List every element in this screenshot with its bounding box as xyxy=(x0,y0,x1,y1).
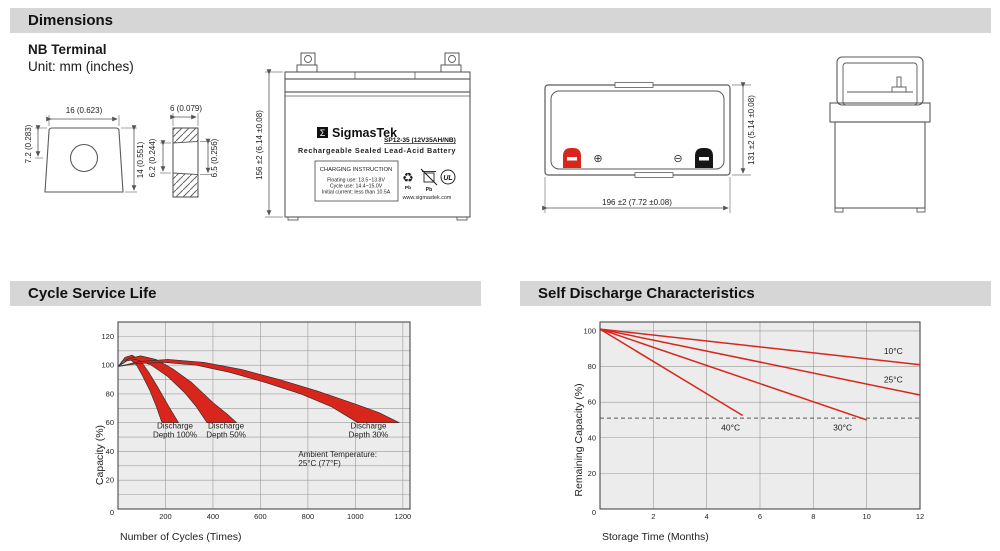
battery-side-view xyxy=(829,56,931,213)
dim-cross-slot-left: 6.2 (0.244) xyxy=(148,138,157,177)
section-header-cycle-life: Cycle Service Life xyxy=(10,281,481,306)
svg-text:4: 4 xyxy=(705,512,709,521)
svg-text:30°C: 30°C xyxy=(833,423,852,433)
battery-top-view: ⊕ ⊖ 196 ±2 (7.72 ±0.08) 131 ±2 (5.14 ±0.… xyxy=(542,82,756,213)
terminal-front-drawing: 16 (0.623) 7.2 (0.283) 14 (0.551) xyxy=(25,106,145,193)
self-discharge-chart-canvas: 10°C 25°C 30°C 40°C 2 4 6 8 10 12 20 40 60 80 100 0 Stor… xyxy=(573,321,924,543)
dim-terminal-height: 14 (0.551) xyxy=(136,141,145,178)
svg-text:8: 8 xyxy=(811,512,815,521)
svg-text:60: 60 xyxy=(588,398,596,407)
recycle-pb-label: Pb xyxy=(405,185,411,191)
svg-text:12: 12 xyxy=(916,512,924,521)
dim-cross-slot-right: 6.5 (0.256) xyxy=(210,138,219,177)
battery-label: Σ SigmasTek SP12-35 (12V35AH/NB) Recharg… xyxy=(298,126,456,202)
no-trash-bin-icon xyxy=(420,168,438,186)
battery-front-view: 156 ±2 (6.14 ±0.08) Σ SigmasTek SP12-35 … xyxy=(255,52,471,221)
website-url: www.sigmastek.com xyxy=(402,195,452,201)
dim-battery-length: 196 ±2 (7.72 ±0.08) xyxy=(602,198,672,207)
charging-line-2: Cycle use: 14.4~15.0V xyxy=(330,184,383,190)
terminal-cross-section-drawing: 6 (0.079) 6.2 (0.244) 6.5 (0.256) xyxy=(148,104,219,198)
svg-text:10°C: 10°C xyxy=(884,346,903,356)
svg-text:20: 20 xyxy=(106,476,114,485)
svg-text:80: 80 xyxy=(106,389,114,398)
svg-text:Depth 100%: Depth 100% xyxy=(153,430,197,439)
svg-text:Discharge: Discharge xyxy=(208,421,245,430)
dim-battery-height: 156 ±2 (6.14 ±0.08) xyxy=(255,110,264,180)
brand-logo-icon xyxy=(317,127,328,138)
svg-text:Depth 30%: Depth 30% xyxy=(349,430,389,439)
charging-title: CHARGING INSTRUCTION xyxy=(320,167,392,173)
svg-text:25°C: 25°C xyxy=(884,375,903,385)
svg-text:25°C (77°F): 25°C (77°F) xyxy=(298,459,341,468)
dim-terminal-upper-height: 7.2 (0.283) xyxy=(25,124,33,163)
terminal-type-heading: NB Terminal xyxy=(28,42,107,57)
svg-text:400: 400 xyxy=(207,512,220,521)
model-number: SP12-35 (12V35AH/NB) xyxy=(384,137,456,144)
battery-type-line: Rechargeable Sealed Lead-Acid Battery xyxy=(298,146,456,155)
svg-text:600: 600 xyxy=(254,512,267,521)
brand-logo-glyph: Σ xyxy=(320,128,326,138)
svg-text:60: 60 xyxy=(106,418,114,427)
svg-text:Number of Cycles (Times): Number of Cycles (Times) xyxy=(120,531,242,543)
self-discharge-chart: 10°C 25°C 30°C 40°C 2 4 6 8 10 12 20 40 60 80 100 0 Stor… xyxy=(520,310,1000,551)
cycle-life-chart: Discharge Depth 100% Discharge Depth 50% Dis… xyxy=(10,310,490,551)
svg-text:6: 6 xyxy=(758,512,762,521)
svg-text:800: 800 xyxy=(302,512,315,521)
svg-text:40: 40 xyxy=(106,447,114,456)
svg-text:40: 40 xyxy=(588,433,596,442)
section-header-self-discharge: Self Discharge Characteristics xyxy=(520,281,991,306)
unit-note: Unit: mm (inches) xyxy=(28,59,134,74)
svg-text:Storage Time (Months): Storage Time (Months) xyxy=(602,531,709,543)
svg-text:UL: UL xyxy=(443,175,452,182)
charging-instruction-box xyxy=(314,160,399,202)
svg-text:100: 100 xyxy=(583,326,596,335)
charging-line-1: Floating use: 13.5~13.8V xyxy=(327,178,385,184)
svg-text:2: 2 xyxy=(651,512,655,521)
brand-name: SigmasTek xyxy=(332,126,397,140)
svg-text:80: 80 xyxy=(588,362,596,371)
dim-battery-width: 131 ±2 (5.14 ±0.08) xyxy=(747,95,756,165)
ul-mark-icon: UL xyxy=(440,169,456,185)
svg-text:200: 200 xyxy=(159,512,172,521)
section-header-dimensions: Dimensions xyxy=(10,8,991,33)
svg-text:40°C: 40°C xyxy=(721,423,740,433)
bin-pb-label: Pb xyxy=(426,187,432,193)
negative-polarity-symbol: ⊖ xyxy=(673,153,682,165)
svg-text:100: 100 xyxy=(101,361,114,370)
front-terminal-posts xyxy=(296,52,462,73)
charging-line-3: Initial current: less than 10.5A xyxy=(322,190,391,196)
svg-text:120: 120 xyxy=(101,332,114,341)
svg-text:Capacity (%): Capacity (%) xyxy=(94,425,106,485)
svg-text:10: 10 xyxy=(862,512,870,521)
svg-text:Ambient Temperature:: Ambient Temperature: xyxy=(298,450,377,459)
recycle-icon: ♻ xyxy=(402,170,414,185)
svg-text:0: 0 xyxy=(110,508,114,517)
svg-text:0: 0 xyxy=(592,508,596,517)
svg-text:Discharge: Discharge xyxy=(157,421,194,430)
positive-polarity-symbol: ⊕ xyxy=(593,153,602,165)
dim-cross-width: 6 (0.079) xyxy=(170,104,202,113)
svg-text:Remaining Capacity (%): Remaining Capacity (%) xyxy=(573,383,585,496)
svg-text:1200: 1200 xyxy=(395,512,412,521)
dim-terminal-width: 16 (0.623) xyxy=(66,106,103,115)
svg-text:Discharge: Discharge xyxy=(350,421,387,430)
svg-text:20: 20 xyxy=(588,469,596,478)
svg-text:1000: 1000 xyxy=(347,512,364,521)
svg-text:Depth 50%: Depth 50% xyxy=(206,430,246,439)
